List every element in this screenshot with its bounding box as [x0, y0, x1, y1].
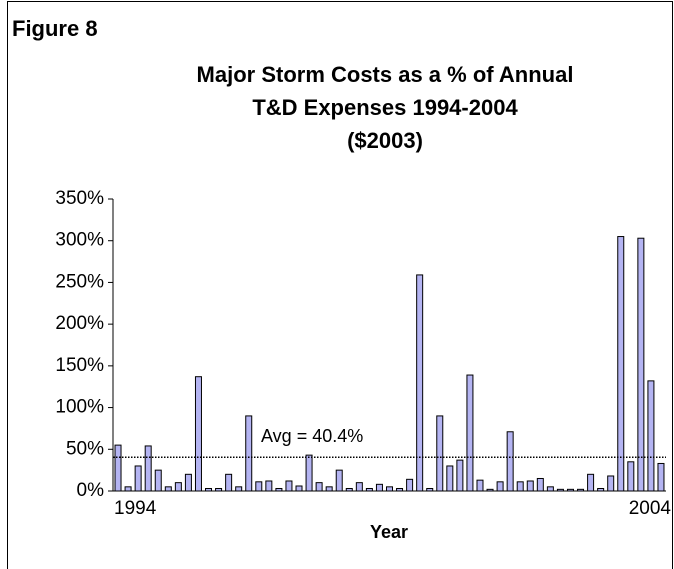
y-tick-label: 250%	[55, 271, 104, 292]
y-tick-label: 50%	[66, 438, 104, 459]
y-tick-label: 350%	[55, 188, 104, 209]
bar	[446, 465, 454, 492]
bar	[114, 444, 122, 492]
y-tick-label: 150%	[55, 355, 104, 376]
bar	[315, 482, 323, 492]
bar	[456, 459, 464, 492]
chart-title: ($2003)	[347, 128, 423, 153]
bar	[476, 479, 484, 492]
y-tick-label: 100%	[55, 397, 104, 418]
bar	[516, 481, 524, 492]
bar	[245, 415, 253, 492]
bar	[386, 486, 393, 492]
chart-title: Major Storm Costs as a % of Annual	[197, 62, 574, 87]
bar	[416, 274, 424, 492]
bar	[627, 461, 635, 492]
average-label: Avg = 40.4%	[261, 426, 363, 446]
bar	[225, 473, 233, 492]
bar	[617, 236, 625, 492]
bar	[526, 480, 534, 492]
bar	[375, 483, 383, 492]
bar	[587, 473, 595, 492]
bar	[265, 480, 273, 492]
bar	[184, 473, 192, 492]
bar	[335, 469, 343, 492]
bar	[124, 486, 132, 492]
bar	[194, 376, 202, 492]
chart-title: T&D Expenses 1994-2004	[252, 95, 518, 120]
bar	[355, 482, 363, 492]
bar	[174, 482, 182, 492]
bar	[235, 486, 243, 492]
bar	[255, 481, 263, 492]
bar	[134, 465, 142, 492]
y-tick-label: 200%	[55, 313, 104, 334]
bar	[436, 415, 444, 492]
x-axis-label: Year	[370, 522, 408, 542]
bar	[164, 486, 172, 492]
bar	[305, 454, 313, 492]
bar	[546, 486, 554, 492]
y-tick-label: 300%	[55, 230, 104, 251]
bar	[144, 445, 152, 492]
x-tick-label: 2004	[629, 498, 672, 519]
bar	[466, 374, 474, 492]
figure-label: Figure 8	[12, 16, 98, 41]
bar	[325, 486, 333, 492]
bar	[406, 478, 414, 492]
y-tick-label: 0%	[77, 480, 105, 501]
bar	[637, 237, 645, 492]
bar	[647, 380, 655, 492]
bar	[295, 485, 303, 492]
x-tick-label: 1994	[114, 498, 157, 519]
bar	[607, 475, 615, 492]
bar	[285, 480, 293, 492]
bar	[496, 481, 504, 492]
bar	[657, 462, 665, 492]
bar	[154, 469, 162, 492]
bar	[536, 477, 544, 492]
bar	[506, 431, 514, 492]
frame	[7, 1, 673, 569]
